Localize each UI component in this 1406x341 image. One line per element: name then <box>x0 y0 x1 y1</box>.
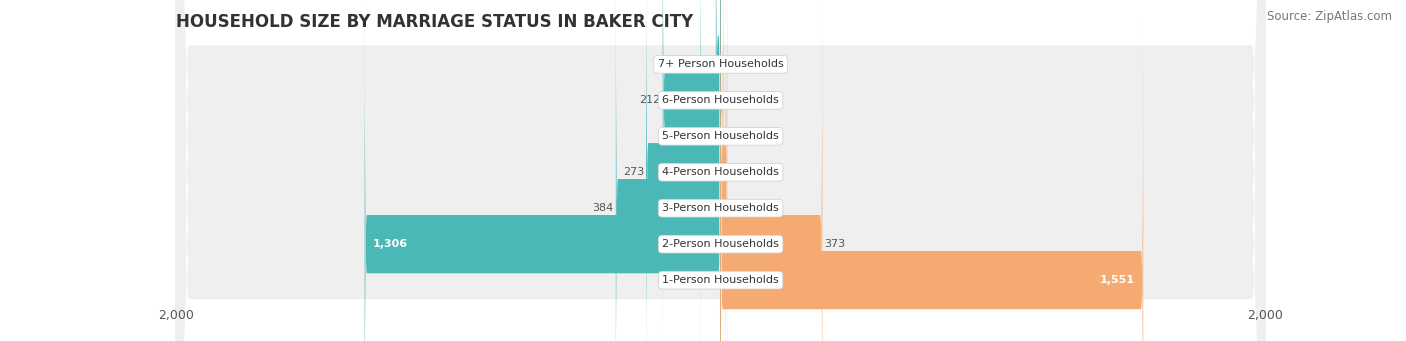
Text: 1,306: 1,306 <box>373 239 408 249</box>
FancyBboxPatch shape <box>176 0 1265 341</box>
FancyBboxPatch shape <box>647 0 721 341</box>
Text: 373: 373 <box>824 239 845 249</box>
FancyBboxPatch shape <box>616 0 721 341</box>
Text: 5-Person Households: 5-Person Households <box>662 131 779 141</box>
FancyBboxPatch shape <box>176 0 1265 341</box>
FancyBboxPatch shape <box>176 0 1265 341</box>
Text: 7+ Person Households: 7+ Person Households <box>658 59 783 69</box>
FancyBboxPatch shape <box>700 0 721 341</box>
FancyBboxPatch shape <box>176 0 1265 341</box>
FancyBboxPatch shape <box>720 0 725 341</box>
Text: 384: 384 <box>592 203 614 213</box>
FancyBboxPatch shape <box>176 0 1265 341</box>
Text: 1,551: 1,551 <box>1099 275 1135 285</box>
FancyBboxPatch shape <box>176 0 1265 341</box>
FancyBboxPatch shape <box>720 0 727 341</box>
Text: 6-Person Households: 6-Person Households <box>662 95 779 105</box>
Text: 24: 24 <box>730 167 744 177</box>
Text: 17: 17 <box>700 59 714 69</box>
FancyBboxPatch shape <box>364 0 721 341</box>
Text: 10: 10 <box>725 131 740 141</box>
Text: Source: ZipAtlas.com: Source: ZipAtlas.com <box>1267 10 1392 23</box>
Text: 3-Person Households: 3-Person Households <box>662 203 779 213</box>
Text: 1-Person Households: 1-Person Households <box>662 275 779 285</box>
Text: 19: 19 <box>728 203 742 213</box>
FancyBboxPatch shape <box>176 0 1265 341</box>
Text: HOUSEHOLD SIZE BY MARRIAGE STATUS IN BAKER CITY: HOUSEHOLD SIZE BY MARRIAGE STATUS IN BAK… <box>176 13 693 31</box>
FancyBboxPatch shape <box>720 0 724 341</box>
Text: 2-Person Households: 2-Person Households <box>662 239 779 249</box>
FancyBboxPatch shape <box>716 0 721 323</box>
Text: 75: 75 <box>683 131 697 141</box>
Text: 4-Person Households: 4-Person Households <box>662 167 779 177</box>
FancyBboxPatch shape <box>720 21 1143 341</box>
FancyBboxPatch shape <box>662 0 721 341</box>
FancyBboxPatch shape <box>720 0 823 341</box>
Text: 273: 273 <box>623 167 644 177</box>
Text: 212: 212 <box>640 95 661 105</box>
